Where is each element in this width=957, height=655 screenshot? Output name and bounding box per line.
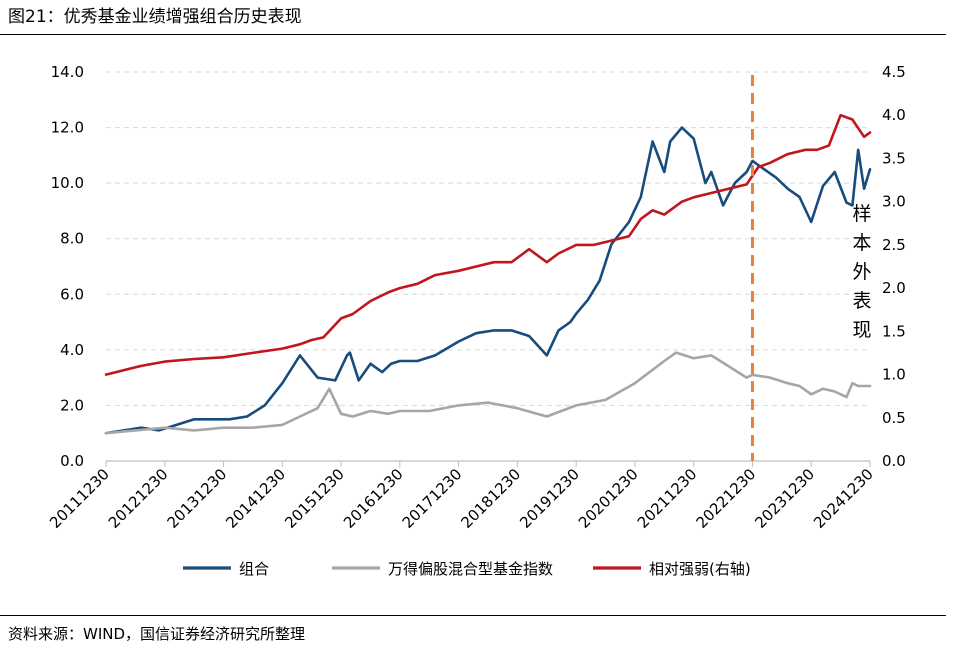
grid-lines bbox=[106, 71, 870, 406]
x-tick-label: 20121230 bbox=[105, 465, 172, 532]
series-line-1 bbox=[104, 351, 872, 435]
right-tick-label: 3.0 bbox=[882, 193, 906, 211]
legend-label-0: 组合 bbox=[239, 560, 269, 578]
x-tick-label: 20231230 bbox=[751, 465, 818, 532]
x-axis: 2011123020121230201312302014123020151230… bbox=[46, 460, 877, 532]
series-line-2 bbox=[104, 113, 872, 376]
left-tick-label: 12.0 bbox=[51, 119, 84, 137]
x-tick-label: 20241230 bbox=[810, 465, 877, 532]
left-tick-label: 14.0 bbox=[51, 63, 84, 81]
legend: 组合 万得偏股混合型基金指数 相对强弱(右轴) bbox=[183, 560, 751, 578]
right-tick-label: 1.0 bbox=[882, 366, 906, 384]
x-tick-label: 20141230 bbox=[222, 465, 289, 532]
x-tick-label: 20161230 bbox=[340, 465, 407, 532]
legend-label-2: 相对强弱(右轴) bbox=[649, 560, 751, 578]
right-axis-ticks: 0.0 0.5 1.0 1.5 2.0 2.5 3.0 3.5 4.0 4.5 bbox=[882, 63, 906, 470]
left-tick-label: 10.0 bbox=[51, 174, 84, 192]
x-tick-label: 20171230 bbox=[399, 465, 466, 532]
left-tick-label: 6.0 bbox=[60, 285, 84, 303]
x-tick-label: 20211230 bbox=[634, 465, 701, 532]
source-note: 资料来源：WIND，国信证券经济研究所整理 bbox=[8, 625, 306, 643]
right-tick-label: 0.5 bbox=[882, 409, 906, 427]
x-tick-label: 20191230 bbox=[516, 465, 583, 532]
source-rule bbox=[0, 615, 946, 616]
right-tick-label: 4.0 bbox=[882, 106, 906, 124]
right-tick-label: 2.0 bbox=[882, 279, 906, 297]
chart-title: 图21：优秀基金业绩增强组合历史表现 bbox=[8, 7, 302, 27]
right-tick-label: 4.5 bbox=[882, 63, 906, 81]
left-tick-label: 8.0 bbox=[60, 230, 84, 248]
right-tick-label: 0.0 bbox=[882, 452, 906, 470]
x-tick-label: 20151230 bbox=[281, 465, 348, 532]
divider-annotation-char: 本 bbox=[852, 232, 871, 254]
x-tick-label: 20111230 bbox=[46, 465, 113, 532]
x-tick-label: 20201230 bbox=[575, 465, 642, 532]
x-tick-label: 20131230 bbox=[164, 465, 231, 532]
divider-annotation-char: 表 bbox=[852, 290, 871, 312]
series-line-0 bbox=[104, 126, 872, 435]
divider-annotation-char: 现 bbox=[852, 319, 871, 341]
left-tick-label: 0.0 bbox=[60, 452, 84, 470]
left-tick-label: 4.0 bbox=[60, 341, 84, 359]
x-tick-label: 20181230 bbox=[457, 465, 524, 532]
legend-label-1: 万得偏股混合型基金指数 bbox=[388, 560, 553, 578]
divider-annotation-char: 外 bbox=[852, 261, 871, 283]
right-tick-label: 2.5 bbox=[882, 236, 906, 254]
divider-annotation-char: 样 bbox=[852, 203, 871, 225]
series-layer bbox=[104, 113, 872, 435]
title-rule bbox=[0, 34, 946, 35]
right-tick-label: 1.5 bbox=[882, 322, 906, 340]
x-tick-label: 20221230 bbox=[693, 465, 760, 532]
left-axis-ticks: 0.0 2.0 4.0 6.0 8.0 10.0 12.0 14.0 bbox=[51, 63, 84, 470]
left-tick-label: 2.0 bbox=[60, 396, 84, 414]
right-tick-label: 3.5 bbox=[882, 149, 906, 167]
